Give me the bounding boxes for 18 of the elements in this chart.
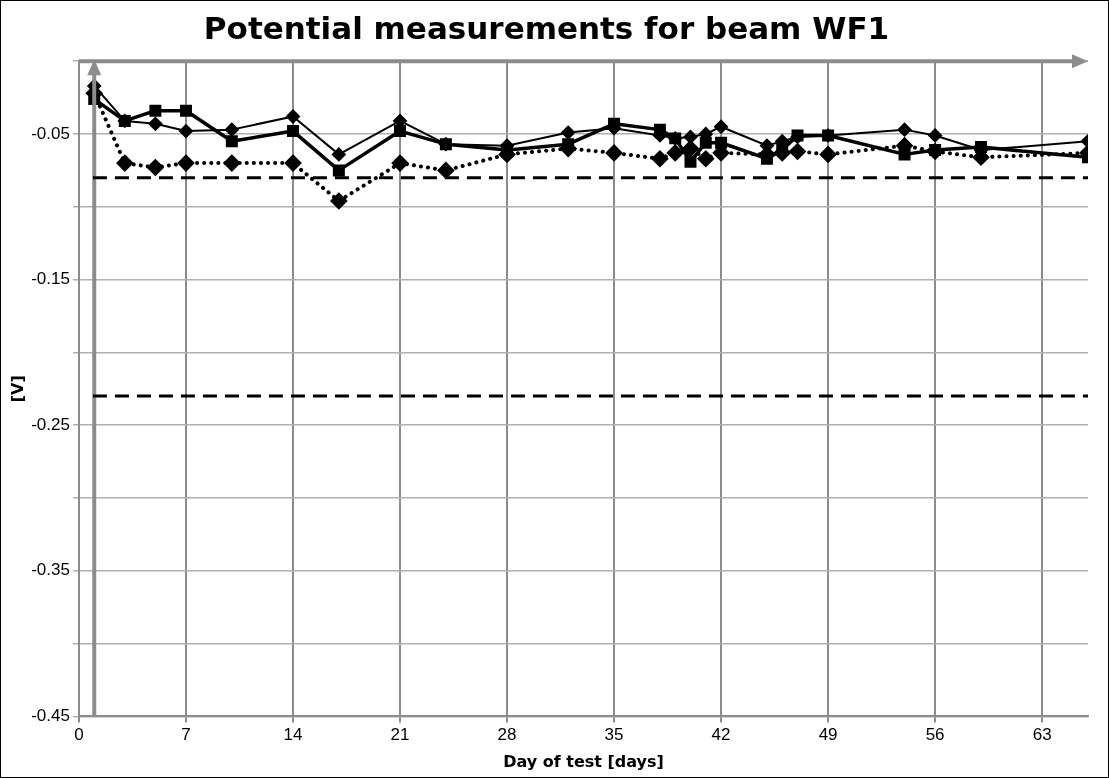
x-tick-label: 35	[604, 725, 624, 745]
chart-title: Potential measurements for beam WF1	[203, 9, 890, 46]
y-tick-label: -0.45	[31, 706, 70, 726]
y-tick-label: -0.25	[31, 414, 70, 434]
y-axis-title: [V]	[7, 375, 27, 403]
x-tick-label: 42	[711, 725, 731, 745]
x-tick-label: 63	[1032, 725, 1052, 745]
y-tick-label: -0.05	[31, 123, 70, 143]
x-axis-title: Day of test [days]	[503, 751, 664, 771]
y-tick-label: -0.15	[31, 269, 70, 289]
x-tick-label: 28	[497, 725, 517, 745]
x-tick-label: 21	[390, 725, 410, 745]
x-tick-label: 7	[181, 725, 191, 745]
x-tick-label: 0	[74, 725, 84, 745]
x-tick-label: 49	[818, 725, 838, 745]
x-tick-label: 14	[283, 725, 303, 745]
y-tick-label: -0.35	[31, 560, 70, 580]
x-tick-label: 56	[925, 725, 945, 745]
